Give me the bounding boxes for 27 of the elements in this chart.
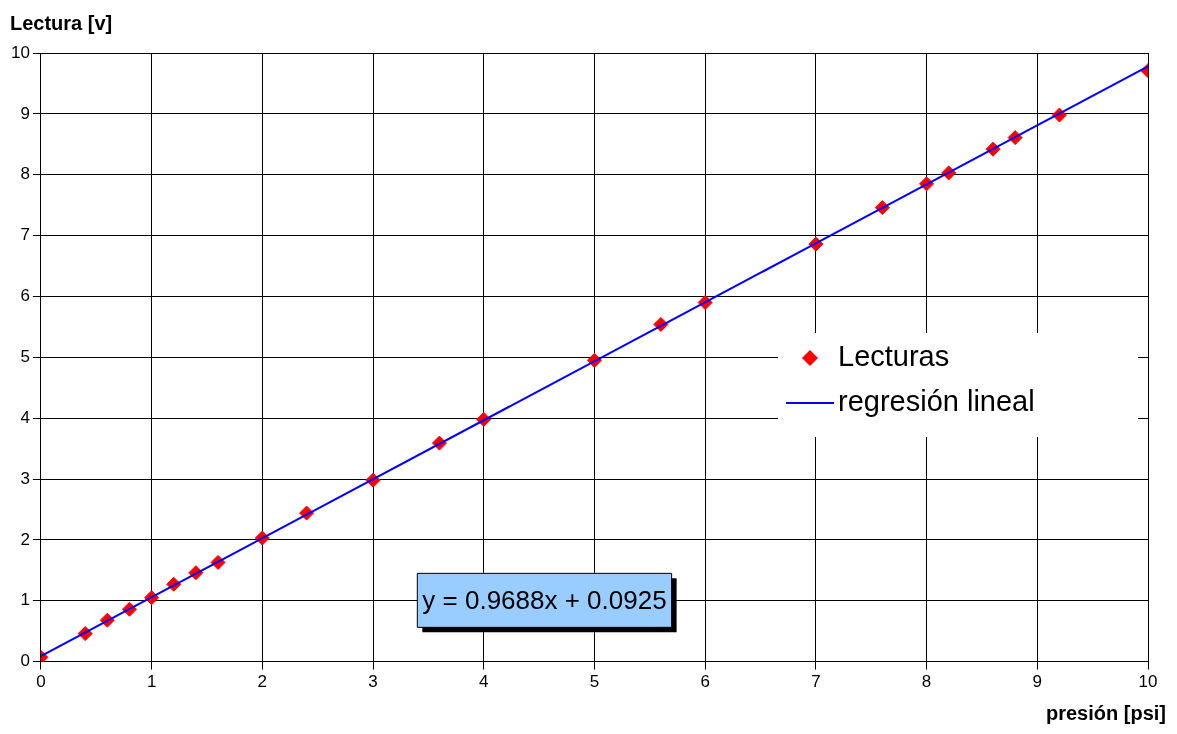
y-tick-label: 7 — [20, 225, 30, 245]
legend-label: regresión lineal — [838, 384, 1035, 417]
y-tick-label: 1 — [20, 590, 30, 610]
y-tick-label: 5 — [20, 346, 30, 366]
x-tick-label: 7 — [811, 672, 821, 692]
x-tick-label: 2 — [257, 672, 268, 692]
y-tick-label: 3 — [20, 468, 30, 488]
y-tick-label: 10 — [10, 42, 30, 62]
annotation: y = 0.9688x + 0.0925 — [422, 584, 667, 615]
y-tick-label: 6 — [20, 286, 30, 306]
x-tick-label: 0 — [36, 672, 46, 692]
x-tick-label: 8 — [921, 672, 932, 692]
y-tick-label: 9 — [20, 103, 30, 123]
x-tick-label: 5 — [589, 672, 600, 692]
x-tick-label: 10 — [1138, 672, 1158, 692]
y-tick-label: 8 — [20, 164, 30, 184]
y-axis-title: Lectura [v] — [10, 11, 113, 34]
x-axis-title: presión [psi] — [1045, 701, 1166, 724]
x-tick-label: 3 — [368, 672, 378, 692]
x-tick-label: 9 — [1032, 672, 1043, 692]
x-tick-label: 4 — [479, 672, 489, 692]
y-tick-label: 4 — [20, 407, 30, 427]
x-tick-label: 1 — [146, 672, 157, 692]
y-tick-label: 2 — [20, 529, 30, 549]
legend-label: Lecturas — [838, 339, 950, 372]
x-tick-label: 6 — [700, 672, 710, 692]
y-tick-label: 0 — [20, 651, 30, 671]
